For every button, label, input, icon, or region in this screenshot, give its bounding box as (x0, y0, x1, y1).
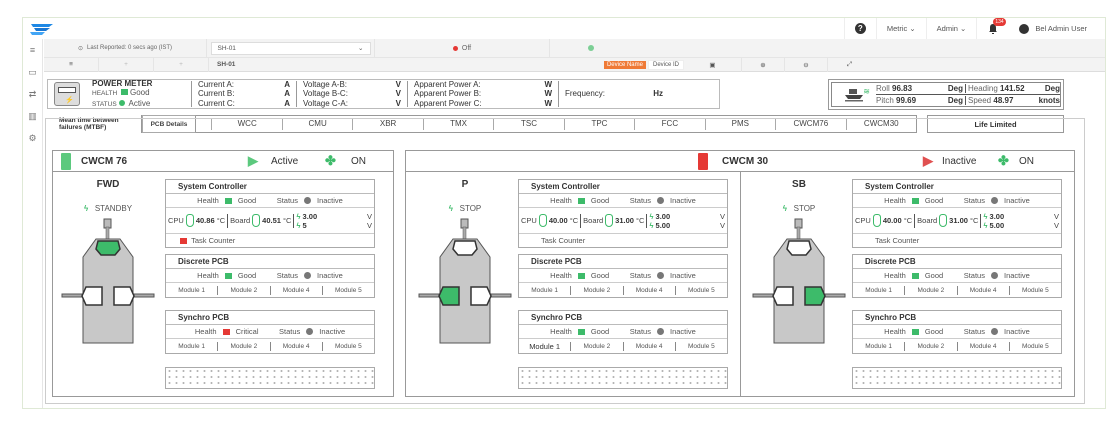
brand-logo (30, 24, 53, 35)
shaft-diagram (752, 218, 846, 344)
tab-tsc[interactable]: TSC (494, 118, 565, 130)
bell-icon: 134 (987, 17, 1006, 35)
tab-fcc[interactable]: FCC (635, 118, 706, 130)
notifications-button[interactable]: 134 (976, 17, 1009, 39)
menu-icon[interactable]: ≡ (29, 45, 36, 55)
discrete-pcb-sb: Discrete PCB Health Good Status Inactive M… (852, 254, 1062, 298)
admin-dropdown[interactable]: Admin ⌄ (925, 18, 977, 39)
add-button-1[interactable]: + (99, 57, 154, 72)
unit-p (406, 172, 741, 396)
zoom-in-button[interactable]: ⊕ (742, 57, 785, 72)
cabinet-red-icon (698, 152, 708, 170)
synchro-pcb-p: Synchro PCB Health Good Status Inactive Mo… (518, 310, 728, 354)
zoom-out-button[interactable]: ⊖ (785, 57, 828, 72)
fan-icon: ✤ (325, 153, 336, 168)
tab-tpc[interactable]: TPC (565, 118, 636, 130)
connector-strip (852, 367, 1062, 389)
top-bar: ? Metric ⌄ Admin ⌄ 134 Bel Admin User (23, 17, 1105, 39)
gear-icon[interactable]: ⚙ (28, 132, 37, 143)
device-toolbar: ≡ + + SH-01 Device Name Device ID ▣ ⊕ ⊖ … (44, 57, 1105, 72)
system-controller-fwd: System Controller Health Good Status Inact… (165, 179, 375, 248)
fullscreen-button[interactable]: ⤢ (846, 60, 853, 68)
device-name-toggle[interactable]: Device Name (603, 60, 646, 69)
last-reported: ⊙ Last Reported: 0 secs ago (IST) (44, 38, 207, 58)
user-menu[interactable]: Bel Admin User (1009, 18, 1097, 39)
list-view-button[interactable]: ≡ (44, 57, 99, 72)
system-controller-p: System Controller Health Good Status Inact… (518, 179, 728, 248)
add-button-2[interactable]: + (154, 57, 209, 72)
online-dot-icon (587, 45, 594, 51)
fan-icon: ✤ (998, 153, 1009, 168)
tab-pcb-details[interactable]: PCB Details (142, 115, 196, 133)
monitor-icon[interactable]: ▭ (28, 66, 37, 77)
panel-cwcm76: CWCM 76 ▶ Active ✤ ON FWD ϟ STANDBY Syst… (52, 150, 394, 397)
shaft-diagram (418, 218, 512, 344)
inactive-arrow-icon: ▶ (923, 153, 933, 168)
chart-icon[interactable]: ▥ (28, 110, 37, 121)
shaft-diagram (61, 218, 155, 344)
device-title: SH-01 (217, 61, 236, 68)
discrete-pcb-p: Discrete PCB Health Good Status Inactive M… (518, 254, 728, 298)
device-select[interactable]: SH-01 ⌄ (210, 41, 371, 55)
synchro-pcb-fwd: Synchro PCB Health Critical Status Inactiv… (165, 310, 375, 354)
synchro-pcb-sb: Synchro PCB Health Good Status Inactive Mo… (852, 310, 1062, 354)
status-toolbar: ⊙ Last Reported: 0 secs ago (IST) SH-01 … (44, 38, 1105, 58)
tab-cwcm76[interactable]: CWCM76 (776, 118, 847, 130)
tab-tmx[interactable]: TMX (424, 118, 495, 130)
pcb-tabs: Mean time between failures (MTBF) PCB De… (55, 113, 1115, 135)
device-id-toggle[interactable]: Device ID (647, 59, 684, 70)
camera-button[interactable]: ▣ (684, 57, 742, 72)
sidebar: ≡ ▭ ⇄ ▥ ⚙ (23, 39, 43, 408)
panels-container (45, 118, 1085, 404)
unit-fwd: FWD ϟ STANDBY (53, 179, 163, 349)
wifi-icon: ≋ (863, 86, 870, 96)
power-meter: ⚡ POWER METER HEALTH Good STATUS Active … (47, 79, 720, 109)
active-arrow-icon: ▶ (248, 153, 258, 168)
cabinet-green-icon (61, 152, 71, 170)
chevron-down-icon: ⌄ (358, 45, 364, 52)
power-meter-icon: ⚡ (54, 82, 80, 106)
life-limited-button[interactable]: Life Limited (927, 115, 1064, 133)
off-dot-icon (452, 45, 458, 51)
clock-icon: ⊙ (77, 45, 83, 52)
tab-wcc[interactable]: WCC (212, 118, 283, 130)
notification-badge: 134 (993, 17, 1006, 26)
tab-cwcm30[interactable]: CWCM30 (863, 119, 899, 128)
panel-cwcm30: CWCM 30 ▶ Inactive ✤ ON P ϟ STOP System … (405, 150, 1075, 397)
question-circle-icon: ? (854, 23, 866, 34)
power-off-status: Off (375, 38, 550, 58)
status-indicator (118, 99, 125, 106)
tab-xbr[interactable]: XBR (353, 118, 424, 130)
connector-strip (518, 367, 728, 389)
discrete-pcb-fwd: Discrete PCB Health Good Status Inactive M… (165, 254, 375, 298)
ship-navigation: ≋ Roll 96.83 Deg Heading 141.52 Deg Pitch … (828, 79, 1064, 110)
connection-status (550, 39, 635, 58)
thermometer-icon (185, 214, 194, 227)
help-button[interactable]: ? (843, 18, 876, 39)
bolt-icon: ϟ (83, 204, 89, 213)
main-content: ⊙ Last Reported: 0 secs ago (IST) SH-01 … (44, 38, 1105, 408)
metric-dropdown[interactable]: Metric ⌄ (875, 18, 926, 39)
unit-sb: SB ϟ STOP (744, 179, 854, 349)
thermometer-icon (252, 214, 261, 227)
ship-icon: ≋ (832, 87, 876, 103)
system-controller-sb: System Controller Health Good Status Inact… (852, 179, 1062, 248)
shuffle-icon[interactable]: ⇄ (28, 88, 37, 99)
tab-cmu[interactable]: CMU (283, 118, 354, 130)
tab-pms[interactable]: PMS (706, 118, 777, 130)
connector-strip (165, 367, 375, 389)
health-indicator (120, 89, 128, 96)
user-avatar-icon (1019, 23, 1030, 34)
mtbf-label[interactable]: Mean time between failures (MTBF) (59, 116, 119, 132)
